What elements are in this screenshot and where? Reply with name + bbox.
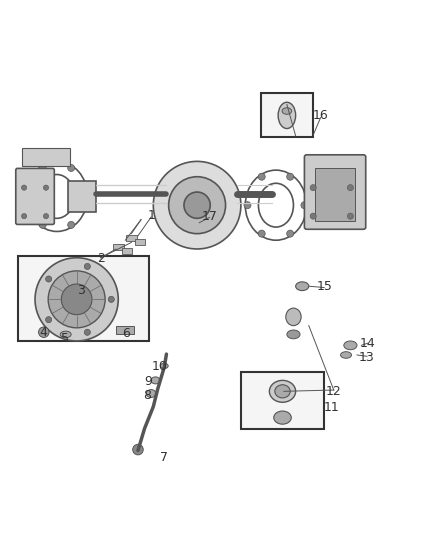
Circle shape: [46, 276, 52, 282]
Text: 7: 7: [160, 450, 168, 464]
Circle shape: [82, 193, 89, 200]
Ellipse shape: [275, 385, 290, 398]
Circle shape: [310, 184, 316, 191]
FancyBboxPatch shape: [16, 168, 54, 224]
Text: 13: 13: [359, 351, 375, 364]
Ellipse shape: [278, 102, 296, 128]
Circle shape: [67, 165, 74, 172]
Circle shape: [39, 327, 49, 337]
Circle shape: [35, 258, 118, 341]
Circle shape: [43, 214, 49, 219]
Circle shape: [25, 193, 32, 200]
Bar: [122, 248, 132, 254]
Ellipse shape: [151, 377, 160, 384]
Bar: [68, 181, 96, 212]
Bar: [18, 255, 149, 341]
Circle shape: [258, 230, 265, 237]
Text: 8: 8: [143, 389, 151, 402]
Ellipse shape: [169, 177, 226, 233]
Bar: [116, 326, 134, 334]
Text: 3: 3: [77, 284, 85, 297]
Bar: [113, 244, 124, 250]
Text: 9: 9: [144, 375, 152, 388]
Ellipse shape: [286, 308, 301, 326]
Circle shape: [301, 201, 308, 209]
Bar: [241, 372, 324, 429]
Bar: [135, 239, 145, 246]
Text: 5: 5: [61, 332, 69, 345]
Circle shape: [43, 185, 49, 190]
Ellipse shape: [341, 352, 352, 358]
Circle shape: [347, 213, 353, 219]
Circle shape: [347, 184, 353, 191]
Circle shape: [67, 221, 74, 228]
Circle shape: [46, 317, 52, 323]
Text: 12: 12: [326, 385, 342, 398]
Circle shape: [310, 213, 316, 219]
Bar: [315, 168, 355, 221]
Circle shape: [39, 221, 46, 228]
Bar: [22, 148, 70, 166]
Ellipse shape: [160, 364, 168, 368]
Circle shape: [84, 329, 90, 335]
Circle shape: [286, 230, 294, 237]
Ellipse shape: [287, 330, 300, 339]
Text: 16: 16: [313, 109, 328, 122]
Circle shape: [39, 165, 46, 172]
Circle shape: [108, 296, 114, 302]
Text: 15: 15: [316, 280, 332, 293]
Ellipse shape: [274, 411, 291, 424]
Circle shape: [21, 214, 27, 219]
Circle shape: [48, 271, 105, 328]
Bar: [126, 235, 137, 241]
Text: 1: 1: [147, 209, 155, 222]
Text: 17: 17: [201, 209, 217, 223]
Text: 14: 14: [360, 337, 376, 350]
Circle shape: [244, 201, 251, 209]
Ellipse shape: [296, 282, 309, 290]
FancyBboxPatch shape: [304, 155, 366, 229]
Ellipse shape: [60, 331, 71, 338]
Text: 11: 11: [324, 401, 340, 414]
Ellipse shape: [269, 381, 296, 402]
Ellipse shape: [184, 192, 210, 219]
Ellipse shape: [146, 390, 156, 398]
Ellipse shape: [344, 341, 357, 350]
Circle shape: [61, 284, 92, 314]
Circle shape: [21, 185, 27, 190]
Circle shape: [84, 263, 90, 270]
Text: 10: 10: [152, 360, 168, 373]
Text: 2: 2: [97, 252, 105, 265]
Circle shape: [133, 445, 143, 455]
Ellipse shape: [282, 108, 292, 114]
Circle shape: [286, 173, 294, 180]
Text: 6: 6: [122, 327, 130, 340]
Circle shape: [258, 173, 265, 180]
Text: 4: 4: [39, 326, 47, 338]
Ellipse shape: [153, 161, 241, 249]
Bar: [261, 93, 313, 138]
